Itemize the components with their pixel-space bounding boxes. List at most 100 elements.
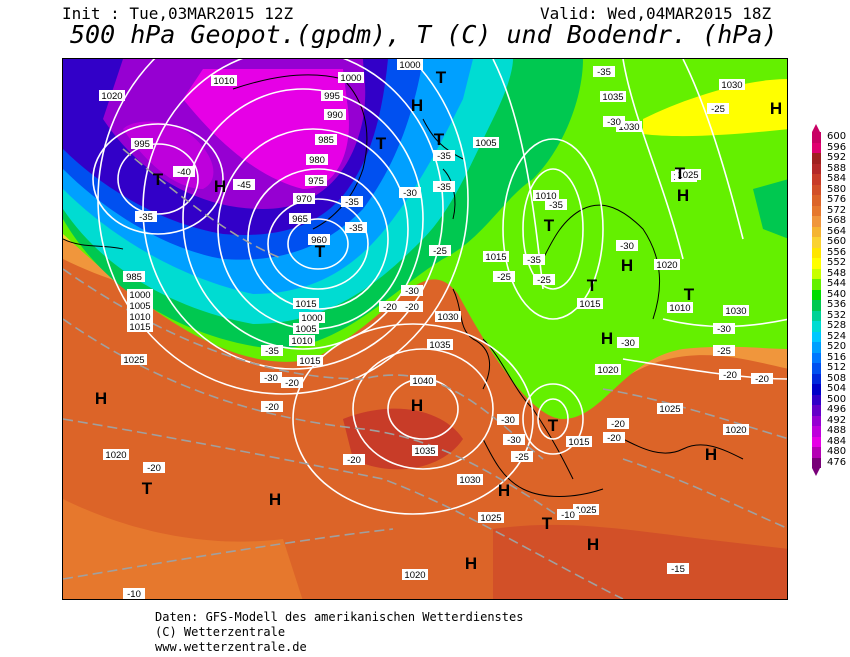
svg-text:-30: -30: [620, 241, 634, 252]
svg-text:-30: -30: [507, 435, 521, 446]
high-pressure-symbol: H: [601, 329, 613, 348]
svg-text:1015: 1015: [129, 322, 150, 333]
legend-swatch: [812, 457, 821, 468]
temp-box: -25: [707, 103, 729, 115]
svg-text:1030: 1030: [721, 80, 742, 91]
svg-text:-35: -35: [527, 255, 541, 266]
legend-swatch: [812, 216, 821, 227]
pressure-box: 1000: [127, 289, 153, 301]
isobars: [92, 59, 787, 515]
pressure-box: 1020: [723, 424, 749, 436]
legend-row: 500: [812, 393, 848, 405]
pressure-box: 1025: [675, 169, 701, 181]
legend-swatch: [812, 363, 821, 374]
svg-text:-30: -30: [621, 338, 635, 349]
pressure-box: 1030: [435, 311, 461, 323]
high-pressure-symbol: H: [705, 445, 717, 464]
temp-box: -35: [433, 181, 455, 193]
weather-map: 1020 1010 1000 995 990 985 980 975 970 9…: [62, 58, 788, 600]
legend-label: 576: [827, 194, 847, 205]
legend-label: 492: [827, 414, 847, 426]
legend-row: 576: [812, 194, 848, 206]
website-link[interactable]: www.wetterzentrale.de: [155, 640, 307, 654]
high-pressure-symbol: H: [214, 177, 226, 196]
copyright-text: (C) Wetterzentrale: [155, 625, 286, 639]
legend-label: 528: [827, 320, 847, 331]
svg-text:-10: -10: [127, 589, 141, 600]
legend-row: 564: [812, 226, 848, 237]
svg-text:-25: -25: [711, 104, 725, 115]
data-source-text: Daten: GFS-Modell des amerikanischen Wet…: [155, 610, 524, 624]
legend-label: 500: [827, 393, 847, 405]
pressure-box: 1025: [121, 354, 147, 366]
pressure-box: 1030: [457, 474, 483, 486]
pressure-box: 1035: [412, 445, 438, 457]
low-pressure-symbol: T: [675, 164, 686, 183]
legend-swatch: [812, 289, 821, 300]
legend-swatch: [812, 447, 821, 458]
legend-label: 596: [827, 141, 847, 153]
svg-text:-20: -20: [405, 302, 419, 313]
pressure-box: 995: [131, 138, 153, 150]
legend-label: 588: [827, 162, 847, 174]
legend-row: 588: [812, 162, 848, 174]
temp-box: -30: [399, 187, 421, 199]
temp-box: -30: [617, 337, 639, 349]
legend-swatch: [812, 195, 821, 206]
svg-text:1000: 1000: [301, 313, 322, 324]
pressure-box: 1015: [577, 298, 603, 310]
svg-text:-35: -35: [265, 346, 279, 357]
legend-swatch: [812, 247, 821, 258]
pressure-box: 1025: [657, 403, 683, 415]
pressure-box: 1005: [127, 300, 153, 312]
pressure-centers: H H H H H H H H H H H H H T T T T T T T …: [95, 68, 782, 573]
legend-label: 524: [827, 330, 847, 342]
legend-swatch: [812, 226, 821, 237]
pressure-box: 1040: [410, 375, 436, 387]
legend-label: 508: [827, 372, 847, 384]
pressure-box: 985: [123, 271, 145, 283]
legend-row: 492: [812, 414, 848, 426]
legend-label: 552: [827, 257, 847, 268]
temp-box: -30: [503, 434, 525, 446]
legend-row: 504: [812, 383, 848, 395]
temp-box: -10: [557, 509, 579, 521]
low-pressure-symbol: T: [315, 242, 326, 261]
legend-bottom-arrow: [812, 468, 820, 476]
pressure-box: 990: [324, 109, 346, 121]
legend-row: 520: [812, 341, 848, 353]
map-svg: 1020 1010 1000 995 990 985 980 975 970 9…: [63, 59, 787, 600]
svg-text:1015: 1015: [568, 437, 589, 448]
temp-box: -35: [345, 222, 367, 234]
svg-text:1000: 1000: [340, 73, 361, 84]
field-572-sw: [63, 499, 303, 599]
temp-box: -30: [713, 323, 735, 335]
svg-text:-30: -30: [405, 286, 419, 297]
svg-text:-20: -20: [611, 419, 625, 430]
high-pressure-symbol: H: [269, 490, 281, 509]
temp-box-layer: -40 -45 -35 -35 -30 -35 -35 -35 -30 -25 …: [123, 66, 773, 600]
temp-box: -25: [713, 345, 735, 357]
footer: Daten: GFS-Modell des amerikanischen Wet…: [155, 610, 523, 655]
high-pressure-symbol: H: [95, 389, 107, 408]
legend-label: 480: [827, 446, 847, 457]
legend-label: 556: [827, 246, 847, 258]
svg-text:1010: 1010: [669, 303, 690, 314]
low-pressure-symbol: T: [142, 479, 153, 498]
pressure-box: 980: [306, 154, 328, 166]
legend-row: 512: [812, 362, 848, 374]
legend-swatch: [812, 279, 821, 290]
legend-swatch: [812, 205, 821, 216]
svg-text:985: 985: [126, 272, 142, 283]
svg-text:-20: -20: [265, 402, 279, 413]
pressure-box: 1010: [289, 335, 315, 347]
temp-box: -25: [493, 271, 515, 283]
svg-text:-35: -35: [139, 212, 153, 223]
legend-label: 540: [827, 288, 847, 300]
coastlines: [63, 74, 744, 497]
svg-text:1005: 1005: [295, 324, 316, 335]
svg-text:960: 960: [311, 235, 327, 246]
svg-text:1010: 1010: [535, 191, 556, 202]
svg-text:995: 995: [134, 139, 150, 150]
pressure-box: 1030: [719, 79, 745, 91]
